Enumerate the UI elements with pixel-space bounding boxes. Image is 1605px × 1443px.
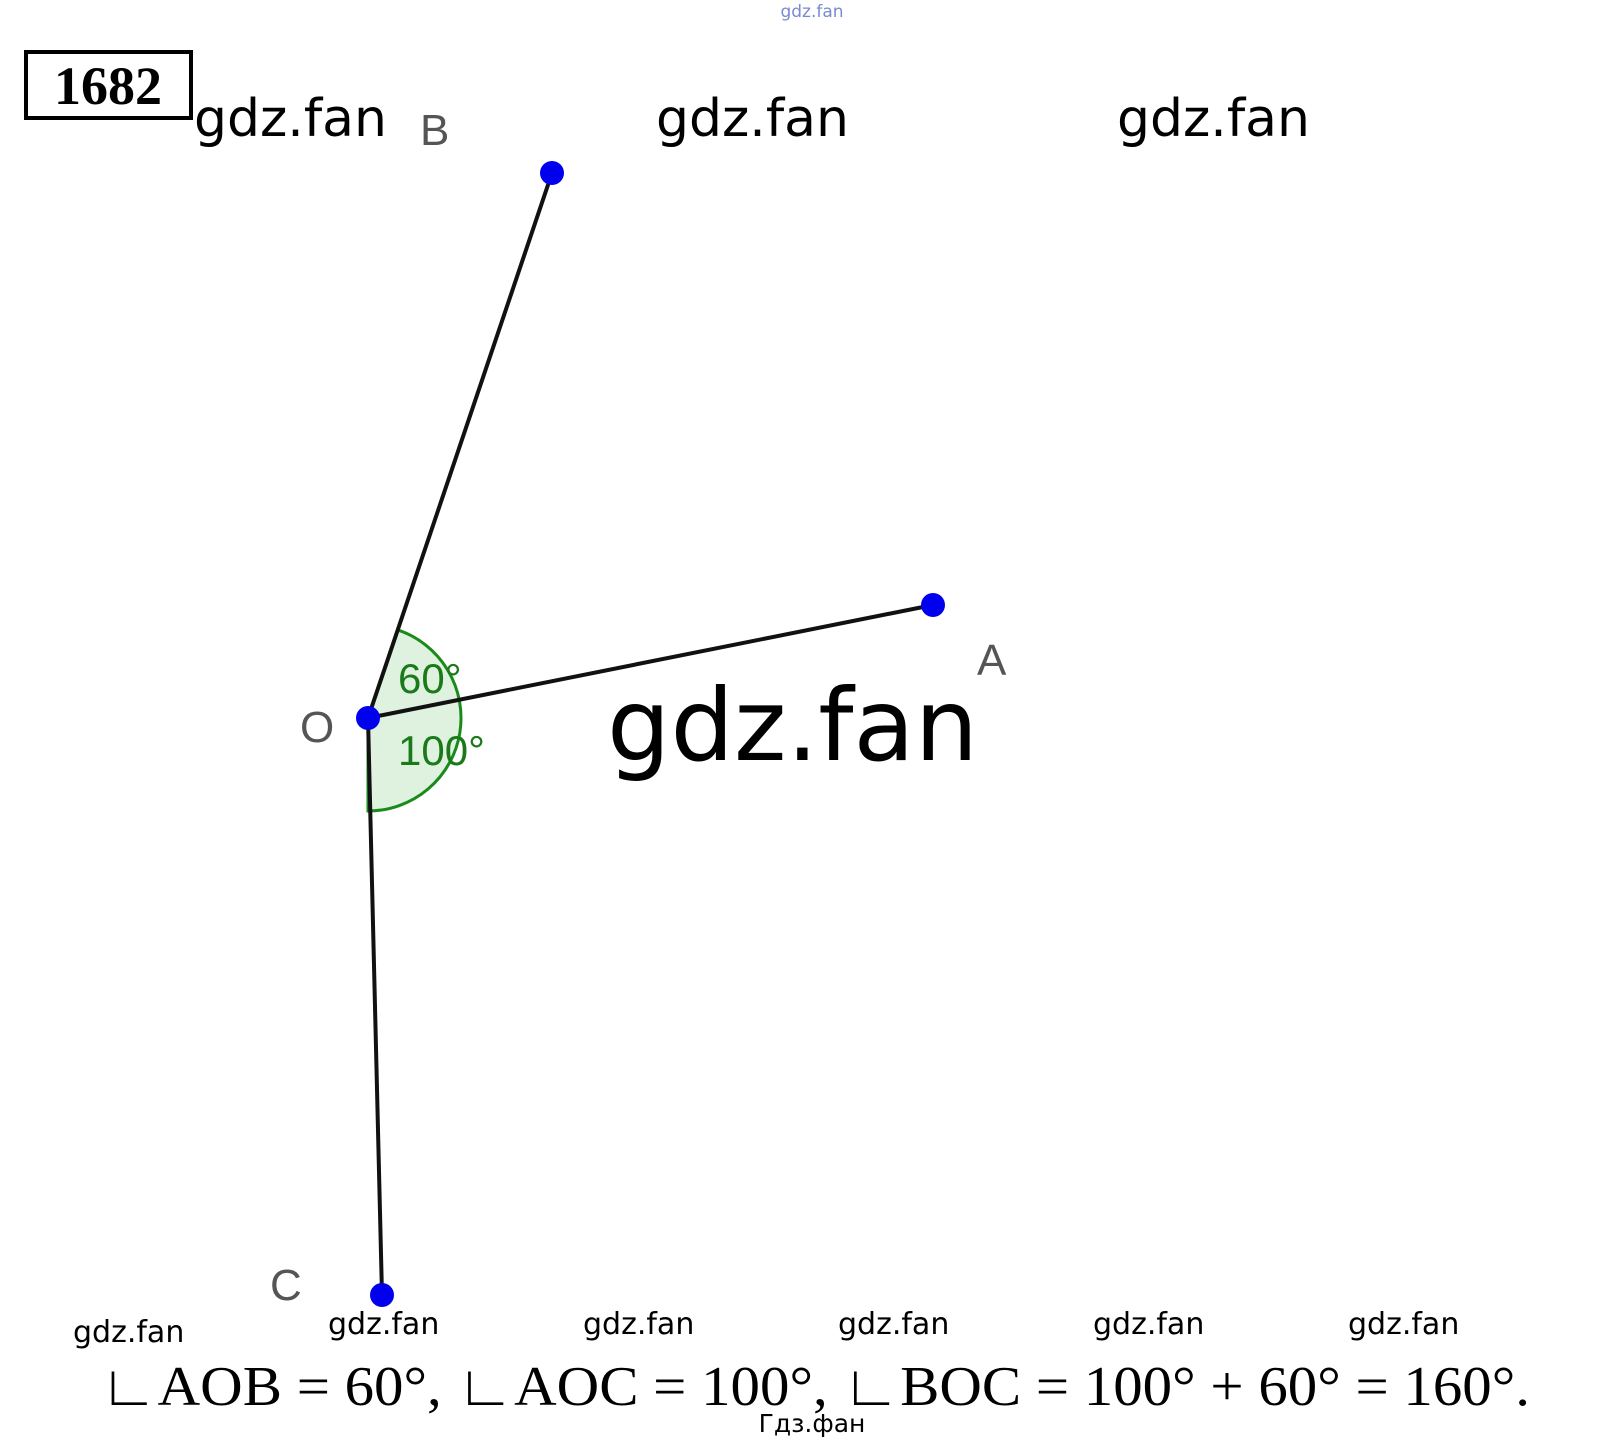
point [370,1283,394,1307]
watermark: gdz.fan [328,1307,439,1342]
ray-ob [366,172,554,719]
watermark: gdz.fan [607,667,978,784]
watermark: gdz.fan [1117,89,1310,149]
watermark: gdz.fan [1093,1307,1204,1342]
watermark: gdz.fan [1348,1307,1459,1342]
watermark: gdz.fan [656,89,849,149]
point [540,161,564,185]
number-box [24,50,193,120]
point-label: C [270,1261,302,1310]
problem-number: 1682 [54,56,162,116]
point-label: O [300,703,334,752]
point-label: A [977,636,1007,685]
angle-label: 60° [398,655,462,702]
point [356,706,380,730]
angle-label: 100° [398,727,485,774]
angle-arc [366,627,463,813]
watermark: gdz.fan [583,1307,694,1342]
watermark: gdz.fan [194,89,387,149]
footer: Гдз.фан [759,1409,866,1438]
watermark: gdz.fan [838,1307,949,1342]
ray-oa [367,603,934,720]
watermark: gdz.fan [73,1315,184,1350]
top-mark: gdz.fan [780,2,843,22]
point-label: B [420,106,449,155]
ray-oc [366,717,384,1296]
point [921,593,945,617]
solution: ∟AOB = 60°, ∟AOC = 100°, ∟BOC = 100° + 6… [100,1356,1530,1418]
